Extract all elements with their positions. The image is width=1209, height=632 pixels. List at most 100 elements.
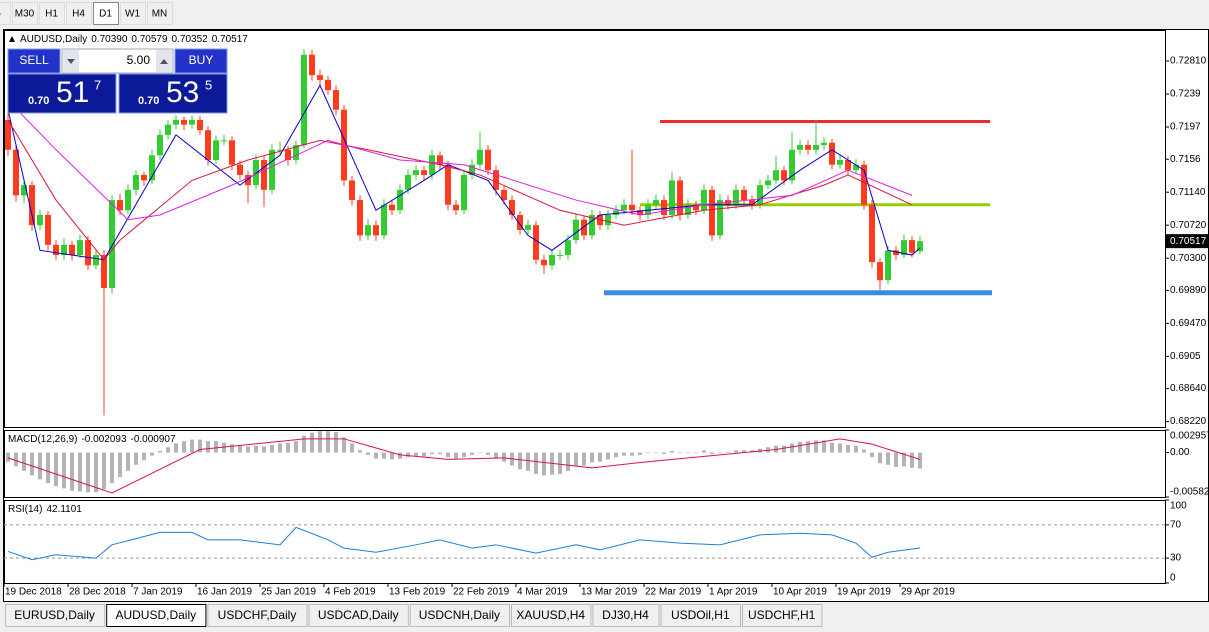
- candle-body: [901, 240, 907, 256]
- candle-body: [181, 119, 187, 125]
- candle-body: [461, 174, 467, 211]
- panel-title: MACD(12,26,9) -0.002093 -0.000907: [8, 434, 176, 445]
- macd-bar: [814, 440, 818, 453]
- trade-panel: SELL 5.00 BUY 0.70 51 7 0.70 53 5: [7, 48, 228, 114]
- timeframe-button[interactable]: [0, 2, 11, 25]
- timeframe-button[interactable]: [12, 2, 38, 25]
- tab[interactable]: [660, 604, 741, 627]
- macd-bar: [662, 452, 666, 455]
- candle-body: [509, 200, 515, 215]
- lots-box[interactable]: [61, 48, 174, 74]
- timeframe-button[interactable]: [147, 2, 173, 25]
- y-tick-label: 100: [1170, 501, 1187, 512]
- timeframe-button[interactable]: [93, 2, 119, 25]
- macd-bar: [22, 452, 26, 471]
- header-value: -0.000907: [131, 434, 176, 445]
- tab-label: AUDUSD,Daily: [115, 608, 196, 622]
- candle-body: [589, 214, 595, 236]
- timeframe-label: H1: [45, 9, 58, 20]
- y-tick-label: 0.68640: [1170, 383, 1207, 394]
- tab[interactable]: [742, 604, 823, 627]
- candle-body: [637, 210, 643, 215]
- sell-button[interactable]: [7, 48, 61, 74]
- macd-bar: [326, 431, 330, 453]
- chart-area: [3, 29, 1209, 602]
- tab[interactable]: [409, 604, 510, 627]
- macd-bar: [6, 452, 10, 462]
- macd-bar: [566, 452, 570, 471]
- candle-body: [69, 244, 75, 256]
- y-tick-label: 0.68220: [1170, 416, 1207, 427]
- candle-body: [293, 145, 299, 161]
- buy-button[interactable]: [174, 48, 228, 74]
- y-tick-label: 0.7156: [1170, 154, 1201, 165]
- tab[interactable]: [106, 604, 207, 627]
- tab[interactable]: [5, 604, 106, 627]
- y-tick-label: 0.6905: [1170, 351, 1201, 362]
- buy-price-box[interactable]: [118, 73, 228, 114]
- candle-body: [453, 204, 459, 211]
- macd-bar: [142, 452, 146, 461]
- macd-bar: [94, 452, 98, 493]
- candle-body: [869, 204, 875, 263]
- macd-bar: [238, 445, 242, 453]
- candle-body: [29, 185, 35, 226]
- candle-body: [229, 140, 235, 165]
- candle-body: [781, 170, 787, 181]
- tab[interactable]: [207, 604, 308, 627]
- macd-bar: [742, 450, 746, 453]
- macd-bar: [854, 445, 858, 453]
- x-tick-label: 10 Apr 2019: [773, 587, 827, 598]
- macd-bar: [710, 452, 714, 455]
- tab[interactable]: [592, 604, 660, 627]
- macd-bar: [318, 431, 322, 453]
- macd-bar: [30, 452, 34, 476]
- candle-body: [245, 174, 251, 186]
- macd-bar: [406, 452, 410, 458]
- timeframe-button[interactable]: [66, 2, 92, 25]
- panel: 0.002957 0.00 -0.005825 MACD(12,26,9) -0.002…: [4, 429, 1209, 498]
- macd-bar: [870, 452, 874, 458]
- candle-body: [413, 170, 419, 175]
- x-tick-label: 7 Jan 2019: [133, 587, 183, 598]
- symbol-icon: [9, 36, 15, 42]
- tab-label: USDOil,H1: [671, 608, 730, 622]
- candle-body: [301, 54, 307, 146]
- macd-bar: [886, 452, 890, 465]
- candle-body: [573, 219, 579, 241]
- macd-bar: [622, 452, 626, 456]
- candle-body: [557, 255, 563, 257]
- candle-body: [365, 225, 371, 236]
- sell-price-fraction: 7: [94, 77, 101, 92]
- macd-bar: [446, 452, 450, 458]
- candle-body: [405, 174, 411, 190]
- candle-body: [765, 180, 771, 186]
- sell-price-pips: 51: [56, 76, 89, 109]
- timeframe-button[interactable]: [120, 2, 146, 25]
- y-tick-label: 0.7239: [1170, 89, 1201, 100]
- candle-body: [325, 79, 331, 91]
- candle-body: [797, 145, 803, 150]
- candle-body: [581, 219, 587, 236]
- timeframe-button[interactable]: [39, 2, 65, 25]
- y-tick-label: 0.69890: [1170, 285, 1207, 296]
- macd-bar: [110, 452, 114, 484]
- candle-body: [277, 149, 283, 151]
- sell-price-box[interactable]: [7, 73, 117, 114]
- candle-body: [909, 240, 915, 253]
- tab[interactable]: [308, 604, 409, 627]
- macd-bar: [158, 451, 162, 453]
- macd-bar: [126, 452, 130, 471]
- y-tick-label: 0.70720: [1170, 220, 1207, 231]
- macd-bar: [454, 452, 458, 459]
- x-tick-label: 19 Dec 2018: [5, 587, 62, 598]
- panel-title: AUDUSD,Daily 0.70390 0.70579 0.70352 0.70517: [20, 34, 248, 45]
- candle-body: [749, 200, 755, 205]
- candle-body: [381, 204, 387, 236]
- macd-bar: [486, 452, 490, 455]
- panel-frame: [4, 30, 1166, 428]
- tab[interactable]: [511, 604, 592, 627]
- macd-bar: [518, 452, 522, 470]
- macd-bar: [606, 452, 610, 460]
- macd-bar: [190, 439, 194, 453]
